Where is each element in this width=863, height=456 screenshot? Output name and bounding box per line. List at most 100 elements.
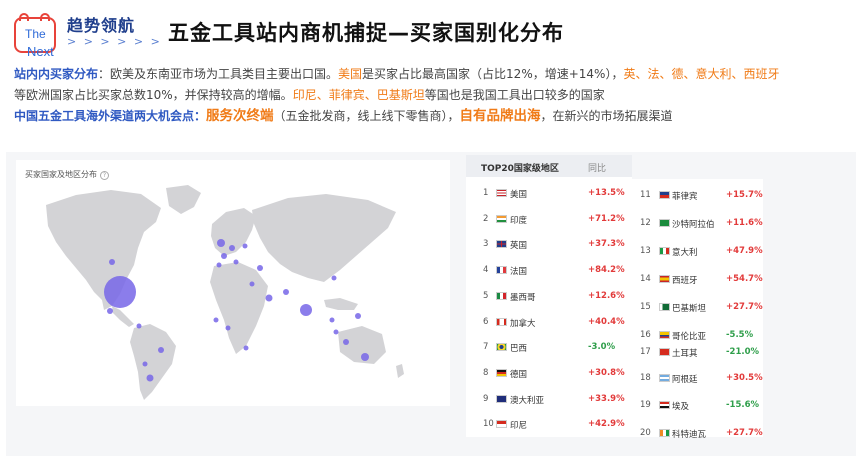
country-name: 哥伦比亚 xyxy=(672,332,707,342)
bubble-turkey xyxy=(257,265,263,271)
land-southeast-asia xyxy=(324,298,358,310)
us-flag xyxy=(496,189,507,197)
rank-number: 10 xyxy=(483,419,494,430)
country-name: 法国 xyxy=(510,267,528,278)
brand-name: 趋势领航 xyxy=(67,16,136,35)
country-row: 18 阿根廷 +30.5% xyxy=(631,370,763,388)
bubble-malaysia xyxy=(333,329,339,335)
yoy-change: +11.6% xyxy=(726,218,763,228)
yoy-change: +27.7% xyxy=(726,302,763,312)
help-icon[interactable]: ? xyxy=(100,171,109,180)
ca-flag xyxy=(496,317,507,326)
country-row: 14 西班牙 +54.7% xyxy=(631,271,763,289)
country-row: 19 埃及 -15.6% xyxy=(631,397,763,415)
country-row: 10 印尼 +42.9% xyxy=(466,416,632,434)
buyer-bubbles xyxy=(104,239,369,382)
land-australia xyxy=(338,326,386,364)
rank-number: 14 xyxy=(640,274,651,284)
country-name: 埃及 xyxy=(672,402,690,412)
country-row: 4 法国 +84.2% xyxy=(466,262,632,280)
bubble-united-states xyxy=(104,276,136,308)
country-row: 1 美国 +13.5% xyxy=(466,185,632,203)
country-row: 13 意大利 +47.9% xyxy=(631,243,763,261)
world-map xyxy=(46,185,404,400)
in-flag xyxy=(496,214,507,223)
summary-text: 站内内买家分布：欧美及东南亚市场为工具类目主要出口国。美国是买家占比最高国家（占… xyxy=(14,64,859,127)
yoy-change: -15.6% xyxy=(726,400,760,410)
de-flag xyxy=(496,368,507,377)
bubble-philippines xyxy=(355,313,361,319)
land-north-america xyxy=(46,190,161,310)
es-flag xyxy=(659,275,670,283)
rank-number: 12 xyxy=(640,218,651,228)
bubble-mexico xyxy=(107,308,113,314)
bubble-spain xyxy=(216,262,222,268)
bubble-germany xyxy=(229,245,235,251)
line1-text-1: ：欧美及东南亚市场为工具类目主要出口国。 xyxy=(98,67,339,81)
ar-flag xyxy=(659,374,670,382)
it-flag xyxy=(659,247,670,255)
yoy-change: +13.5% xyxy=(588,188,625,198)
ci-flag xyxy=(659,429,670,437)
country-row: 15 巴基斯坦 +27.7% xyxy=(631,299,763,317)
data-panel: 买家国家及地区分布? TOP20国家级地区 同比 1 美国 +13.5% 2 印度 +71… xyxy=(6,152,856,456)
line2-text-2: 等国也是我国工具出口较多的国家 xyxy=(424,88,605,102)
rank-number: 20 xyxy=(640,428,651,438)
bubble-colombia xyxy=(136,323,142,329)
top20-table-right: 11 菲律宾 +15.7% 12 沙特阿拉伯 +11.6% 13 意大利 +47.9% 14 西班牙… xyxy=(631,179,763,440)
country-name: 阿根廷 xyxy=(672,375,698,385)
land-africa xyxy=(210,262,268,354)
rank-number: 17 xyxy=(640,347,651,357)
yoy-change: +47.9% xyxy=(726,246,763,256)
bubble-china xyxy=(331,275,337,281)
line1-highlight-europe: 英、法、德、意大利、西班牙 xyxy=(623,67,780,81)
ph-flag xyxy=(659,191,670,199)
land-south-america xyxy=(130,324,176,400)
country-name: 沙特阿拉伯 xyxy=(672,220,715,230)
country-name: 科特迪瓦 xyxy=(672,430,707,440)
table-header: TOP20国家级地区 同比 xyxy=(466,155,632,177)
country-row: 3 英国 +37.3% xyxy=(466,236,632,254)
buyer-distribution-label: 站内内买家分布 xyxy=(14,67,99,81)
rank-number: 2 xyxy=(483,213,489,224)
bubble-egypt xyxy=(249,281,255,287)
sa-flag xyxy=(659,219,670,227)
gb-flag xyxy=(496,240,507,249)
opportunity-2: 自有品牌出海 xyxy=(459,108,541,124)
country-name: 巴基斯坦 xyxy=(672,304,707,314)
rank-number: 6 xyxy=(483,316,489,327)
bubble-canada xyxy=(109,259,115,265)
country-name: 土耳其 xyxy=(672,349,698,359)
bubble-poland xyxy=(242,243,248,249)
fr-flag xyxy=(496,266,507,275)
line1-highlight-us: 美国 xyxy=(338,67,363,81)
country-name: 澳大利亚 xyxy=(510,395,545,406)
rank-number: 9 xyxy=(483,393,489,404)
top20-table-left: TOP20国家级地区 同比 1 美国 +13.5% 2 印度 +71.2% 3 英国 +37.3… xyxy=(466,155,632,437)
rank-number: 5 xyxy=(483,290,489,301)
logo-next-text: Next xyxy=(27,44,54,59)
summary-line-2: 等欧洲国家占比买家总数10%，并保持较高的增幅。印尼、菲律宾、巴基斯坦等国也是我… xyxy=(14,85,859,106)
country-row: 8 德国 +30.8% xyxy=(466,365,632,383)
opportunity-1: 服务次终端 xyxy=(206,108,274,124)
eg-flag xyxy=(659,401,670,409)
bubble-argentina xyxy=(146,374,154,382)
country-name: 加拿大 xyxy=(510,318,536,329)
yoy-change: +27.7% xyxy=(726,428,763,438)
rank-number: 18 xyxy=(640,373,651,383)
page-title: 五金工具站内商机捕捉—买家国别化分布 xyxy=(168,21,564,45)
rank-number: 19 xyxy=(640,400,651,410)
yoy-change: +33.9% xyxy=(588,393,625,404)
bubble-chile xyxy=(142,361,148,367)
country-row: 7 巴西 -3.0% xyxy=(466,339,632,357)
header-change: 同比 xyxy=(588,164,607,174)
bubble-united-kingdom xyxy=(217,239,225,247)
map-title: 买家国家及地区分布? xyxy=(25,169,109,180)
yoy-change: -3.0% xyxy=(588,342,616,353)
bubble-australia xyxy=(361,353,369,361)
brand-chevrons: > > > > > > xyxy=(67,35,162,48)
summary-line-3: 中国五金工具海外渠道两大机会点：服务次终端（五金批发商，线上线下零售商），自有品… xyxy=(14,106,859,127)
land-greenland xyxy=(166,185,201,214)
pk-flag xyxy=(659,303,670,311)
yoy-change: -5.5% xyxy=(726,330,754,340)
